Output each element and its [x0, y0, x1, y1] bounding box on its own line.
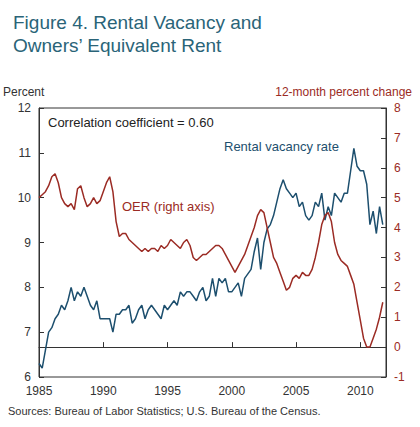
svg-text:7: 7 [24, 325, 31, 339]
svg-text:0: 0 [394, 340, 401, 354]
svg-text:OER (right axis): OER (right axis) [122, 199, 214, 214]
svg-text:5: 5 [394, 191, 401, 205]
svg-text:6: 6 [24, 370, 31, 384]
svg-text:1995: 1995 [154, 384, 181, 398]
svg-text:2005: 2005 [283, 384, 310, 398]
svg-text:Owners’ Equivalent Rent: Owners’ Equivalent Rent [13, 35, 222, 56]
svg-text:3: 3 [394, 250, 401, 264]
svg-text:Percent: Percent [3, 85, 45, 99]
svg-text:2010: 2010 [347, 384, 374, 398]
svg-text:9: 9 [24, 236, 31, 250]
svg-text:2000: 2000 [218, 384, 245, 398]
svg-text:8: 8 [394, 101, 401, 115]
svg-text:11: 11 [19, 146, 32, 160]
svg-text:Sources: Bureau of Labor Stati: Sources: Bureau of Labor Statistics; U.S… [8, 405, 320, 417]
svg-text:1985: 1985 [26, 384, 53, 398]
svg-text:6: 6 [394, 161, 401, 175]
svg-text:Rental vacancy rate: Rental vacancy rate [224, 139, 339, 154]
svg-text:Figure 4. Rental Vacancy and: Figure 4. Rental Vacancy and [13, 12, 267, 33]
svg-text:-1: -1 [394, 370, 405, 384]
svg-text:12-month percent change: 12-month percent change [275, 85, 412, 99]
svg-text:8: 8 [24, 280, 31, 294]
svg-text:Correlation coefficient = 0.60: Correlation coefficient = 0.60 [48, 115, 214, 130]
svg-text:7: 7 [394, 131, 401, 145]
svg-text:12: 12 [18, 101, 32, 115]
svg-text:2: 2 [394, 280, 401, 294]
svg-text:1990: 1990 [90, 384, 117, 398]
svg-text:4: 4 [394, 221, 401, 235]
svg-text:10: 10 [18, 191, 32, 205]
svg-text:1: 1 [394, 310, 401, 324]
